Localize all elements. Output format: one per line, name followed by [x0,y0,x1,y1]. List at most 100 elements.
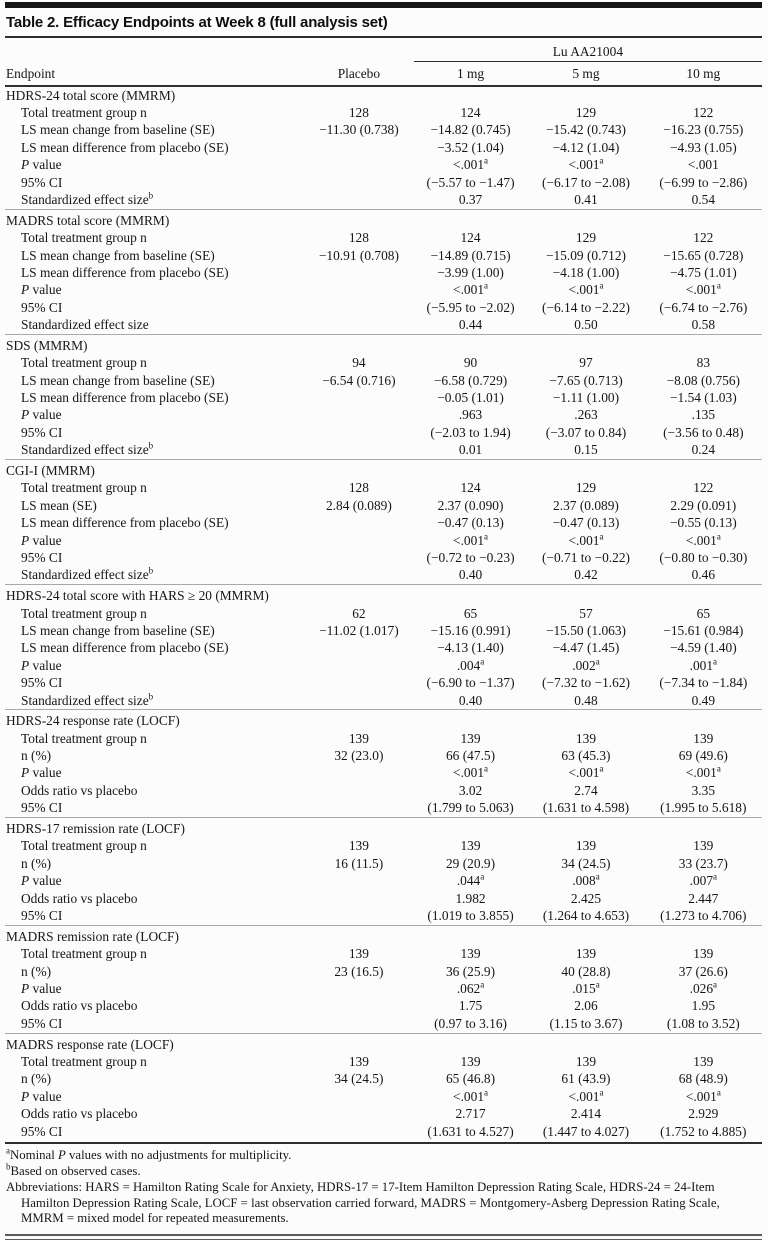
cell-placebo: −11.30 (0.738) [319,122,399,138]
row-label: Total treatment group n [21,730,147,746]
cell-10mg: 139 [693,838,714,854]
row-label: Odds ratio vs placebo [21,1106,138,1122]
cell-5mg: 0.50 [574,317,598,333]
cell-10mg: 33 (23.7) [678,855,728,871]
section-name: CGI-I (MMRM) [5,459,762,480]
cell-1mg: 0.40 [458,567,483,583]
cell-placebo [304,424,414,441]
cell-5mg: (1.264 to 4.653) [542,908,630,923]
cell-5mg: −1.11 (1.00) [552,390,620,406]
section-name: SDS (MMRM) [5,333,762,355]
table-row: 95% CI (−0.72 to −0.23) (−0.71 to −0.22) (−… [5,549,762,566]
cell-10mg: 122 [693,230,714,246]
cell-1mg: (−5.57 to −1.47) [426,174,515,190]
cell-1mg: (−0.72 to −0.23) [426,549,515,565]
section-name: MADRS total score (MMRM) [5,208,762,230]
column-header-placebo: Placebo [304,61,414,87]
footnote-abbreviations: Abbreviations: HARS = Hamilton Rating Sc… [6,1179,720,1226]
efficacy-endpoints-table: Lu AA21004 Endpoint Placebo 1 mg 5 mg 10… [5,38,762,1140]
cell-5mg: <.001a [568,531,604,548]
cell-5mg: (1.15 to 3.67) [549,1015,623,1031]
cell-5mg: (−0.71 to −0.22) [541,549,630,565]
table-row: n (%) 34 (24.5) 65 (46.8) 61 (43.9) 68 (48.9… [5,1071,762,1088]
row-label: LS mean change from baseline (SE) [21,122,215,138]
section-name: MADRS response rate (LOCF) [5,1032,762,1054]
table-row: LS mean difference from placebo (SE) −3.9… [5,264,762,281]
cell-5mg: (1.447 to 4.027) [542,1123,630,1139]
table-row: 95% CI (−6.90 to −1.37) (−7.32 to −1.62) (−… [5,675,762,692]
section-header-row: HDRS-17 remission rate (LOCF) [5,817,762,838]
cell-10mg: 1.95 [691,998,716,1014]
cell-placebo [304,532,414,549]
cell-10mg: (1.273 to 4.706) [660,908,747,923]
row-label: 95% CI [21,174,63,190]
row-label: Total treatment group n [21,946,147,962]
section-header-row: MADRS remission rate (LOCF) [5,924,762,946]
row-label: LS mean difference from placebo (SE) [21,139,229,155]
cell-5mg: 2.414 [570,1106,602,1122]
table-row: Total treatment group n 128 124 129 122 [5,480,762,497]
table-row: Odds ratio vs placebo 1.75 2.06 1.95 [5,998,762,1015]
section-header-row: SDS (MMRM) [5,333,762,355]
cell-10mg: 83 [696,355,711,371]
group-header-cell: Lu AA21004 [413,38,762,62]
table-row: LS mean difference from placebo (SE) −3.5… [5,139,762,156]
row-label: P value [21,282,62,298]
column-header-5mg: 5 mg [527,61,645,87]
row-label: Total treatment group n [21,605,147,621]
table-row: 95% CI (−5.57 to −1.47) (−6.17 to −2.08) (−… [5,174,762,191]
cell-10mg: 65 [696,605,711,621]
cell-1mg: 1.982 [455,890,486,906]
cell-1mg: 65 (46.8) [445,1071,496,1087]
cell-5mg: −4.47 (1.45) [552,640,620,656]
table-row: Standardized effect sizeb 0.37 0.41 0.54 [5,191,762,209]
cell-placebo [304,1088,414,1105]
cell-placebo [304,692,414,710]
cell-1mg: <.001a [453,764,489,781]
row-label: Odds ratio vs placebo [21,998,138,1014]
table-bottom-rule [5,1234,762,1240]
row-label: LS mean change from baseline (SE) [21,247,215,263]
cell-placebo: −10.91 (0.708) [318,247,399,263]
cell-1mg: −0.05 (1.01) [437,390,504,406]
cell-10mg: 2.29 (0.091) [670,497,737,513]
cell-10mg: −15.65 (0.728) [663,247,744,263]
row-label: 95% CI [21,800,63,816]
cell-1mg: .004a [456,656,485,673]
cell-placebo [304,264,414,281]
cell-placebo [304,442,414,460]
cell-1mg: 66 (47.5) [445,748,496,764]
cell-5mg: −15.09 (0.712) [545,247,627,263]
cell-10mg: 0.46 [691,567,716,583]
section-name: HDRS-24 total score (MMRM) [6,87,176,103]
table-row: Total treatment group n 139 139 139 139 [5,838,762,855]
cell-5mg: −7.65 (0.713) [549,372,623,388]
section-header-row: MADRS response rate (LOCF) [5,1032,762,1054]
cell-10mg: 0.54 [691,191,716,207]
cell-10mg: 122 [693,480,714,496]
cell-10mg: (1.995 to 5.618) [660,800,747,816]
cell-1mg: −4.13 (1.40) [437,640,504,656]
cell-10mg: <.001a [685,764,721,781]
cell-1mg: 1.75 [458,998,483,1014]
table-row: 95% CI (1.631 to 4.527) (1.447 to 4.027) (1… [5,1123,762,1140]
cell-placebo [304,1015,414,1033]
table-row: Odds ratio vs placebo 1.982 2.425 2.447 [5,890,762,907]
row-label: n (%) [21,855,52,871]
cell-5mg: −15.50 (1.063) [545,622,627,638]
table-row: P value .963 .263 .135 [5,407,762,424]
row-label: Odds ratio vs placebo [21,890,138,906]
cell-5mg: <.001a [568,1087,604,1104]
cell-1mg: (1.019 to 3.855) [427,908,514,923]
cell-5mg: 129 [575,480,597,496]
cell-placebo: 128 [348,480,369,496]
cell-placebo [304,157,414,174]
cell-1mg: 124 [460,480,481,496]
cell-5mg: .015a [572,979,600,996]
cell-5mg: (1.631 to 4.598) [542,800,630,816]
row-label: P value [21,532,62,548]
cell-10mg: 3.35 [691,782,716,798]
cell-5mg: 2.425 [570,890,602,906]
cell-10mg: (−0.80 to −0.30) [659,549,748,565]
table-top-rule [5,2,762,8]
